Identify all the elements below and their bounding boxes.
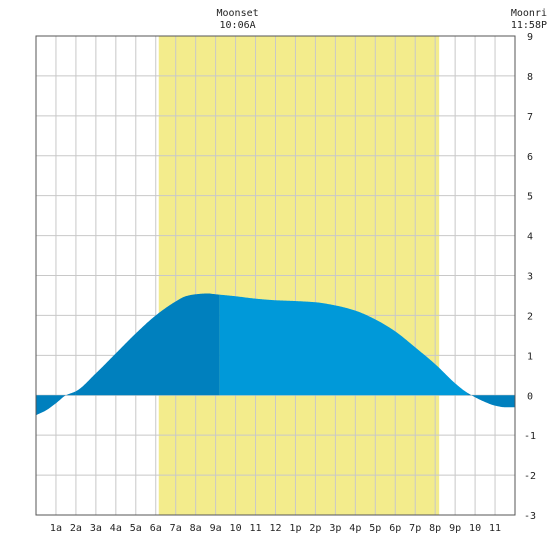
- x-tick-label: 12: [269, 523, 281, 534]
- x-tick-label: 10: [469, 523, 481, 534]
- moon-event-name: Moonri: [511, 8, 547, 19]
- x-tick-labels: 1a 2a 3a 4a 5a 6a 7a 8a 9a 10 11 12 1p 2p 3p 4p 5p 6p 7p 8p…: [50, 523, 501, 534]
- x-tick-label: 6a: [150, 523, 162, 534]
- moon-event-name: Moonset: [217, 8, 259, 19]
- tide-area-segment-highlight: [75, 293, 220, 396]
- x-tick-label: 7a: [170, 523, 182, 534]
- y-tick-label: 9: [527, 32, 533, 43]
- y-tick-label: 8: [527, 72, 533, 83]
- x-tick-label: 9a: [210, 523, 222, 534]
- x-tick-label: 1p: [289, 523, 301, 534]
- y-tick-label: 4: [527, 232, 533, 243]
- x-tick-label: 11: [250, 523, 262, 534]
- y-tick-label: 0: [527, 391, 533, 402]
- x-tick-label: 4p: [349, 523, 361, 534]
- moon-event-time: 10:06A: [220, 20, 256, 31]
- x-tick-label: 10: [230, 523, 242, 534]
- y-tick-label: 3: [527, 272, 533, 283]
- plot-frame-layer: [35, 35, 516, 516]
- plot-frame: [35, 35, 516, 516]
- x-tick-label: 6p: [389, 523, 401, 534]
- x-tick-label: 2p: [309, 523, 321, 534]
- y-tick-labels: -3 -2 -1 0 1 2 3 4 5 6 7 8 9: [524, 32, 536, 522]
- moon-event-time: 11:58P: [511, 20, 547, 31]
- y-tick-label: -3: [524, 511, 536, 522]
- tide-area-layer: [36, 293, 515, 416]
- y-tick-label: 5: [527, 192, 533, 203]
- tide-area-segment-early: [36, 391, 76, 416]
- tide-area-segment-main: [219, 294, 468, 396]
- y-tick-label: 7: [527, 112, 533, 123]
- x-tick-label: 11: [489, 523, 501, 534]
- x-tick-label: 2a: [70, 523, 82, 534]
- x-tick-label: 7p: [409, 523, 421, 534]
- x-tick-label: 5a: [130, 523, 142, 534]
- x-tick-label: 3p: [329, 523, 341, 534]
- x-tick-label: 8p: [429, 523, 441, 534]
- x-tick-label: 8a: [190, 523, 202, 534]
- grid-layer: [36, 35, 515, 516]
- y-tick-label: -2: [524, 471, 536, 482]
- x-tick-label: 3a: [90, 523, 102, 534]
- tide-area-segment-late: [467, 392, 515, 408]
- x-tick-label: 9p: [449, 523, 461, 534]
- y-tick-label: -1: [524, 431, 536, 442]
- y-tick-label: 1: [527, 351, 533, 362]
- y-tick-label: 2: [527, 311, 533, 322]
- x-tick-label: 4a: [110, 523, 122, 534]
- x-tick-label: 5p: [369, 523, 381, 534]
- x-tick-label: 1a: [50, 523, 62, 534]
- y-tick-label: 6: [527, 152, 533, 163]
